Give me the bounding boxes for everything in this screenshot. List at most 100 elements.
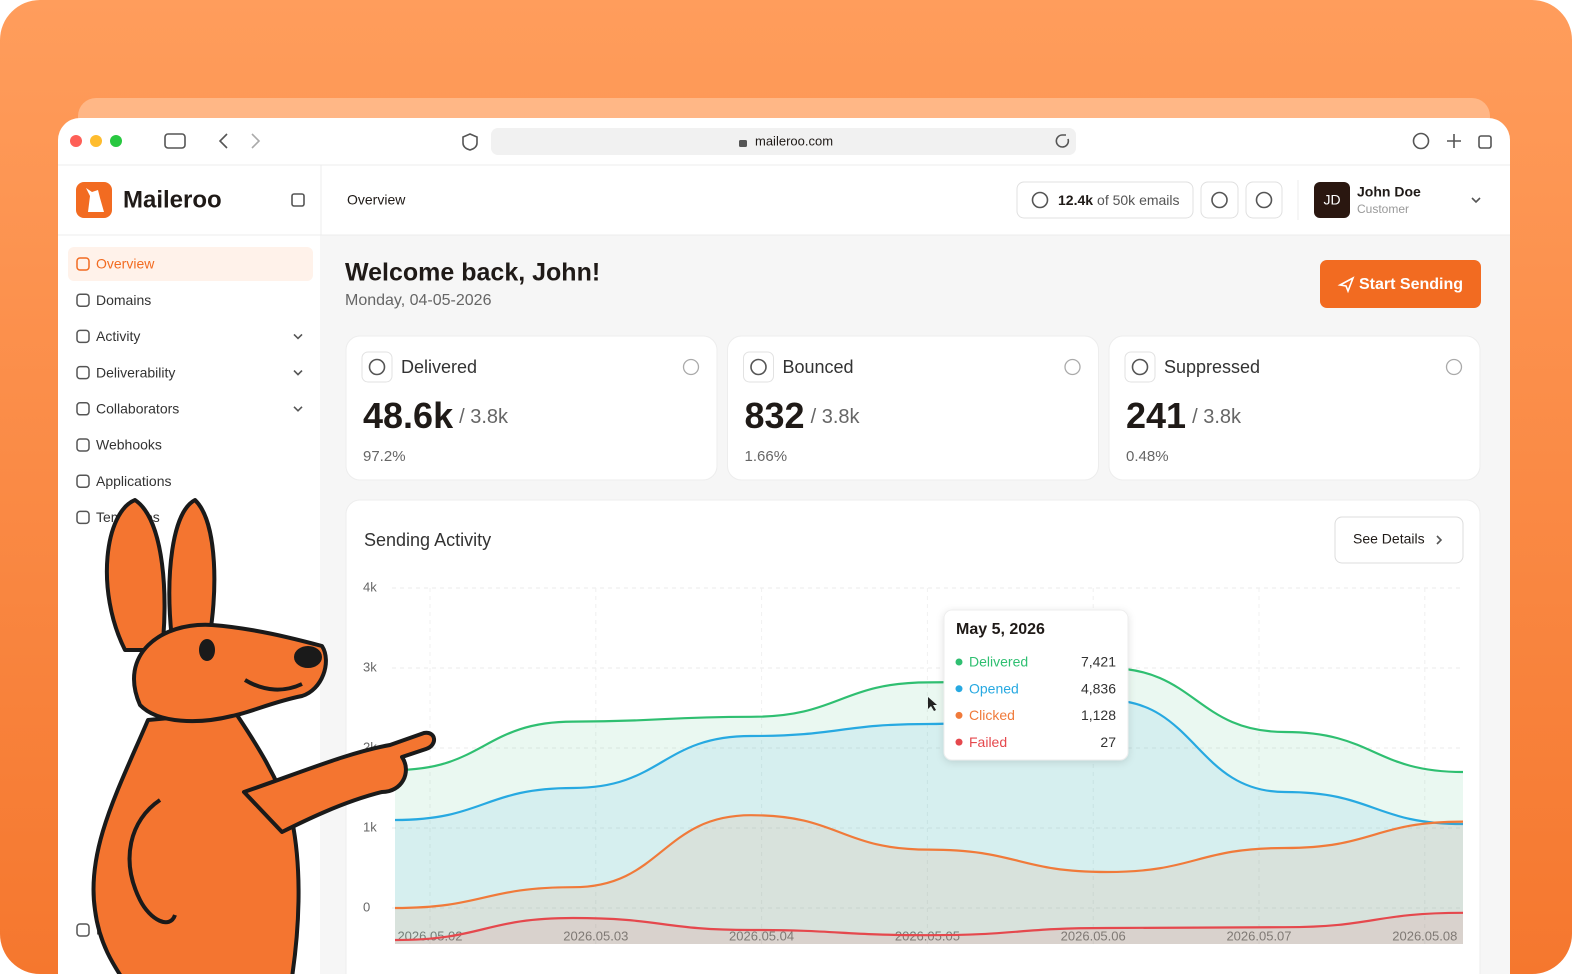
chart-title: Sending Activity bbox=[364, 530, 491, 550]
avatar[interactable] bbox=[1314, 182, 1350, 218]
downloads[interactable] bbox=[1412, 132, 1430, 150]
nav-chevron bbox=[293, 333, 303, 340]
mascot-eye bbox=[199, 639, 215, 661]
zoom-button[interactable] bbox=[110, 135, 122, 147]
series-line bbox=[394, 666, 1464, 774]
chevron bbox=[1436, 535, 1443, 545]
mascot-arm bbox=[242, 730, 436, 834]
stat-label: Delivered bbox=[401, 357, 477, 377]
nav-chevron bbox=[293, 370, 303, 376]
stat-icon-box bbox=[743, 351, 774, 383]
series-line bbox=[394, 698, 1464, 826]
nav-icon bbox=[76, 329, 90, 344]
series-area bbox=[395, 815, 1463, 944]
mascot-head bbox=[132, 622, 328, 724]
sidebar-toggle[interactable] bbox=[164, 133, 186, 149]
stat-value-line: 241 / 3.8k bbox=[1126, 395, 1242, 436]
usage-count: 12.4k bbox=[1058, 192, 1093, 208]
reload[interactable] bbox=[1055, 134, 1070, 148]
stat-label: Suppressed bbox=[1164, 357, 1260, 377]
stat-icon-box bbox=[1124, 351, 1156, 383]
tooltip-value: 7,421 bbox=[1081, 654, 1116, 670]
nav: Overview Domains Activity Deliverability Col… bbox=[68, 247, 313, 938]
logo-mark bbox=[86, 188, 104, 212]
x-tick-label: 2026.05.08 bbox=[1392, 928, 1457, 943]
mascot-arm bbox=[127, 798, 177, 925]
stat-icon bbox=[368, 358, 386, 376]
x-tick-label: 2026.05.03 bbox=[563, 928, 628, 943]
stat-total: / 3.8k bbox=[811, 406, 861, 428]
x-tick-label: 2026.05.07 bbox=[1226, 928, 1291, 943]
close-button[interactable] bbox=[70, 135, 82, 147]
mascot-ear bbox=[104, 498, 167, 652]
mascot-ear bbox=[167, 498, 217, 647]
tooltip: May 5, 2026 Delivered 7,421 Opened 4,836 Cli… bbox=[943, 609, 1129, 761]
tooltip-value: 4,836 bbox=[1081, 680, 1116, 696]
user-role: Customer bbox=[1357, 202, 1409, 216]
tooltip-name: Failed bbox=[969, 734, 1007, 750]
tabs[interactable] bbox=[1478, 135, 1492, 149]
stat-icon bbox=[1131, 358, 1149, 376]
url-bar[interactable] bbox=[491, 128, 1076, 155]
nav-item[interactable]: Domains bbox=[96, 292, 151, 308]
nav-item[interactable]: Webhooks bbox=[96, 437, 162, 453]
nav-item[interactable]: Overview bbox=[96, 256, 155, 272]
nav-active-bg bbox=[68, 247, 313, 281]
usage: 12.4k of 50k emails bbox=[1058, 192, 1180, 208]
forward-button[interactable] bbox=[251, 133, 261, 149]
browser-window: maileroo.com Maileroo Overview Domains Act… bbox=[58, 118, 1510, 974]
stat-value: 48.6k bbox=[363, 395, 454, 436]
nav-icon bbox=[76, 402, 90, 416]
stat-label: Bounced bbox=[783, 357, 854, 377]
stat-icon bbox=[750, 358, 767, 376]
help-icon bbox=[1255, 191, 1273, 209]
series-area bbox=[395, 912, 1463, 944]
welcome-title: Welcome back, John! bbox=[345, 259, 600, 287]
nav-item[interactable]: Collaborators bbox=[96, 401, 179, 417]
nav-item[interactable]: Applications bbox=[96, 473, 172, 489]
stat-value-line: 48.6k/ 3.8k bbox=[363, 395, 509, 436]
nav-item[interactable]: Deliverability bbox=[96, 364, 175, 380]
start-sending-label: Start Sending bbox=[1359, 276, 1463, 293]
minimize-button[interactable] bbox=[90, 135, 102, 147]
see-details-button[interactable] bbox=[1334, 516, 1464, 564]
stat-total: / 3.8k bbox=[459, 406, 509, 428]
lock-icon bbox=[739, 140, 747, 147]
tooltip-title: May 5, 2026 bbox=[956, 621, 1045, 638]
y-tick-label: 3k bbox=[363, 659, 377, 674]
start-sending-button[interactable] bbox=[1320, 260, 1481, 308]
usage-pill[interactable] bbox=[1016, 181, 1194, 219]
nav-icon bbox=[76, 293, 90, 307]
x-tick-label: 2026.05.06 bbox=[1061, 928, 1126, 943]
mascot bbox=[91, 498, 436, 974]
info-icon bbox=[1445, 358, 1463, 376]
nav-icon bbox=[76, 923, 90, 937]
user-menu[interactable] bbox=[1471, 197, 1481, 204]
back-button[interactable] bbox=[218, 133, 228, 149]
nav-item[interactable]: Activity bbox=[96, 328, 140, 344]
usage-icon bbox=[1031, 191, 1049, 209]
see-details-label: See Details bbox=[1353, 531, 1425, 547]
tooltip-name: Clicked bbox=[969, 707, 1015, 723]
stat-value: 832 bbox=[745, 395, 805, 436]
avatar-initials: JD bbox=[1323, 192, 1340, 208]
nav-icon bbox=[76, 257, 90, 271]
support-button[interactable] bbox=[1200, 181, 1239, 219]
new-tab[interactable] bbox=[1447, 134, 1461, 148]
collapse-sidebar[interactable] bbox=[291, 193, 305, 207]
nav-icon bbox=[76, 438, 90, 452]
breadcrumb: Overview bbox=[347, 192, 406, 208]
info-icon bbox=[1064, 358, 1081, 376]
help-button[interactable] bbox=[1245, 181, 1283, 219]
shield-icon bbox=[462, 133, 478, 151]
series-line bbox=[394, 814, 1464, 910]
stat-card bbox=[1108, 335, 1481, 481]
usage-text: of 50k emails bbox=[1097, 192, 1179, 208]
stat-rate: 97.2% bbox=[363, 448, 406, 465]
support-icon bbox=[1211, 191, 1228, 209]
series-line bbox=[394, 911, 1464, 942]
series-area bbox=[395, 700, 1463, 944]
